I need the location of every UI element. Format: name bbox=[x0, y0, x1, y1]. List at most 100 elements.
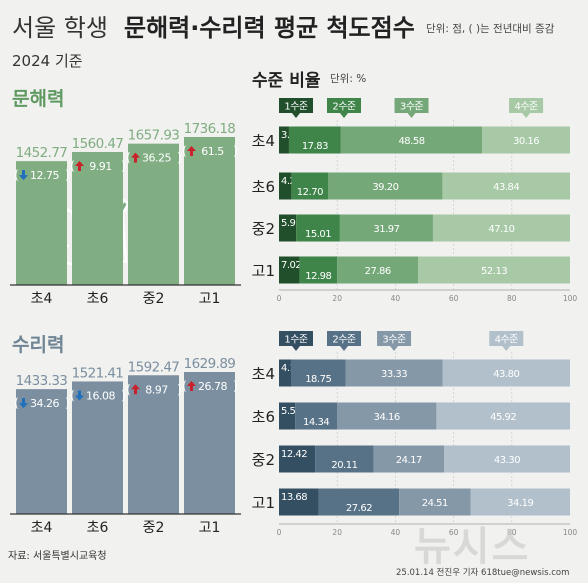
level-tag-pointer bbox=[340, 113, 348, 118]
stack-segment bbox=[399, 488, 471, 516]
level-tag bbox=[489, 331, 524, 346]
paren-right: ) bbox=[233, 144, 238, 158]
score-value-label: 1433.33 bbox=[16, 373, 68, 389]
level-tag-pointer bbox=[340, 346, 348, 351]
row-category-label: 고1 bbox=[252, 262, 275, 280]
stack-segment bbox=[290, 359, 346, 387]
row-category-label: 중2 bbox=[252, 220, 275, 238]
paren-right: ) bbox=[177, 151, 182, 165]
segment-label: 43.84 bbox=[493, 182, 519, 193]
row-category-label: 초4 bbox=[252, 365, 275, 383]
level-tag-label: 4수준 bbox=[495, 334, 519, 346]
score-bar bbox=[128, 143, 179, 285]
stack-segment bbox=[279, 172, 292, 200]
level-tag-label: 3수준 bbox=[382, 334, 406, 346]
change-label: 12.75 bbox=[30, 169, 59, 182]
x-tick-label: 80 bbox=[507, 294, 517, 303]
stack-segment bbox=[432, 214, 570, 242]
score-value-label: 1452.77 bbox=[16, 145, 68, 161]
segment-label: 18.75 bbox=[305, 374, 331, 385]
level-tag bbox=[279, 331, 313, 346]
paren-right: ) bbox=[233, 379, 238, 393]
x-tick-label: 40 bbox=[391, 294, 401, 303]
row-category-label: 중2 bbox=[252, 451, 275, 469]
score-value-label: 1736.18 bbox=[184, 121, 236, 137]
base-year: 2024 기준 bbox=[12, 52, 83, 70]
segment-label: 34.19 bbox=[507, 498, 533, 509]
arrow-down-icon bbox=[19, 170, 28, 181]
arrow-up-icon bbox=[187, 146, 196, 156]
change-label: 34.26 bbox=[30, 397, 59, 410]
arrow-up-icon bbox=[131, 384, 140, 395]
level-tag-pointer bbox=[292, 113, 300, 118]
x-tick-label: 100 bbox=[563, 294, 578, 303]
ratio-unit: 단위: % bbox=[330, 73, 367, 85]
arrow-up-icon bbox=[75, 160, 84, 171]
stack-segment bbox=[296, 214, 340, 242]
level-tag-pointer bbox=[390, 346, 399, 351]
x-tick-label: 80 bbox=[507, 528, 517, 537]
segment-label: 48.58 bbox=[398, 136, 424, 147]
segment-label: 12.42 bbox=[281, 449, 307, 460]
x-tick-label: 60 bbox=[449, 528, 459, 537]
row-category-label: 고1 bbox=[252, 494, 275, 512]
stack-segment bbox=[442, 172, 570, 200]
category-label: 초4 bbox=[31, 520, 53, 536]
x-tick-label: 0 bbox=[277, 528, 282, 537]
category-label: 초4 bbox=[31, 291, 53, 307]
segment-label: 45.92 bbox=[490, 412, 516, 423]
segment-label: 24.51 bbox=[422, 498, 448, 509]
stack-segment bbox=[295, 402, 337, 430]
paren-left: ( bbox=[126, 382, 131, 396]
segment-label: 12.70 bbox=[297, 187, 323, 198]
score-bar bbox=[184, 137, 235, 285]
segment-label: 5.59 bbox=[281, 406, 301, 417]
score-bar bbox=[16, 389, 67, 514]
segment-label: 43.80 bbox=[493, 369, 519, 380]
unit-note: 단위: 점, ( )는 전년대비 증감 bbox=[426, 23, 555, 35]
level-tag bbox=[394, 98, 429, 113]
score-bar bbox=[16, 161, 67, 285]
stack-segment bbox=[299, 256, 338, 284]
stack-segment bbox=[279, 126, 289, 154]
arrow-down-icon bbox=[75, 390, 84, 401]
stack-segment bbox=[442, 359, 570, 387]
stack-segment bbox=[279, 402, 296, 430]
segment-label: 39.20 bbox=[372, 182, 398, 193]
literacy-section-title: 문해력 bbox=[12, 88, 65, 110]
stack-segment bbox=[279, 214, 297, 242]
paren-right: ) bbox=[65, 396, 70, 410]
paren-right: ) bbox=[177, 382, 182, 396]
category-label: 초6 bbox=[87, 520, 109, 536]
paren-left: ( bbox=[182, 144, 187, 158]
paren-left: ( bbox=[70, 159, 75, 173]
numeracy-section-title: 수리력 bbox=[12, 334, 65, 356]
paren-left: ( bbox=[182, 379, 187, 393]
segment-label: 20.11 bbox=[331, 460, 357, 471]
paren-right: ) bbox=[65, 168, 70, 182]
stack-segment bbox=[279, 488, 319, 516]
score-value-label: 1629.89 bbox=[184, 356, 236, 372]
change-label: 36.25 bbox=[142, 152, 171, 165]
change-label: 16.08 bbox=[86, 389, 115, 402]
level-tag bbox=[279, 98, 313, 113]
score-value-label: 1521.41 bbox=[72, 365, 124, 381]
arrow-up-icon bbox=[131, 152, 140, 163]
watermark: 뉴시스 bbox=[414, 524, 531, 570]
row-category-label: 초4 bbox=[252, 132, 275, 150]
level-tag bbox=[327, 331, 361, 346]
arrow-up-icon bbox=[187, 381, 196, 391]
segment-label: 47.10 bbox=[488, 224, 514, 235]
category-label: 중2 bbox=[143, 291, 165, 307]
score-bar bbox=[72, 151, 123, 285]
segment-label: 13.68 bbox=[281, 492, 307, 503]
x-tick-label: 0 bbox=[277, 294, 282, 303]
stack-segment bbox=[315, 445, 374, 473]
segment-label: 52.13 bbox=[481, 266, 507, 277]
segment-label: 14.34 bbox=[303, 417, 329, 428]
stack-segment bbox=[328, 172, 443, 200]
level-tag-label: 2수준 bbox=[332, 101, 356, 113]
stack-segment bbox=[279, 256, 300, 284]
level-tag bbox=[509, 98, 544, 113]
